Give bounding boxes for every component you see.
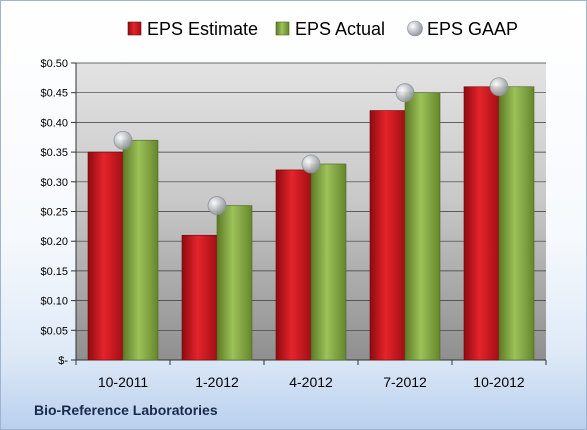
legend-eps-estimate-label: EPS Estimate: [147, 19, 258, 39]
eps-gaap-marker: [301, 154, 321, 174]
legend-eps-actual-label: EPS Actual: [295, 19, 385, 39]
y-tick-label: $0.25: [40, 207, 68, 219]
x-category-label: 7-2012: [383, 374, 427, 390]
eps-actual-bar: [122, 139, 159, 361]
y-tick-label: $-: [58, 355, 68, 367]
eps-gaap-marker: [207, 196, 227, 215]
legend-eps-estimate-swatch: [127, 21, 142, 36]
legend-eps-gaap-label: EPS GAAP: [427, 19, 518, 39]
y-tick-label: $0.45: [40, 88, 68, 100]
y-tick-label: $0.30: [40, 177, 68, 189]
eps-actual-bar: [216, 205, 253, 361]
y-tick-label: $0.35: [40, 147, 68, 159]
y-tick-label: $0.50: [40, 58, 68, 70]
eps-actual-bar: [310, 163, 347, 361]
y-tick-label: $0.15: [40, 266, 68, 278]
y-tick-label: $0.05: [40, 325, 68, 337]
x-category-label: 4-2012: [289, 374, 333, 390]
eps-gaap-marker: [489, 77, 509, 97]
y-tick-label: $0.40: [40, 117, 68, 129]
eps-estimate-bar: [181, 234, 218, 361]
eps-actual-bar: [404, 92, 441, 361]
eps-gaap-marker: [395, 83, 415, 103]
x-category-label: 10-2011: [98, 374, 149, 390]
eps-estimate-bar: [463, 86, 500, 361]
eps-gaap-marker: [113, 130, 133, 150]
eps-actual-bar: [498, 86, 535, 361]
legend-eps-gaap-swatch: [407, 20, 423, 37]
y-tick-label: $0.10: [40, 296, 68, 308]
legend-eps-actual-swatch: [275, 21, 290, 36]
x-category-label: 1-2012: [195, 374, 239, 390]
eps-estimate-bar: [369, 110, 406, 361]
company-name: Bio-Reference Laboratories: [34, 402, 218, 418]
eps-estimate-bar: [275, 169, 312, 361]
eps-estimate-bar: [87, 151, 124, 361]
y-tick-label: $0.20: [40, 236, 68, 248]
x-category-label: 10-2012: [473, 374, 525, 390]
